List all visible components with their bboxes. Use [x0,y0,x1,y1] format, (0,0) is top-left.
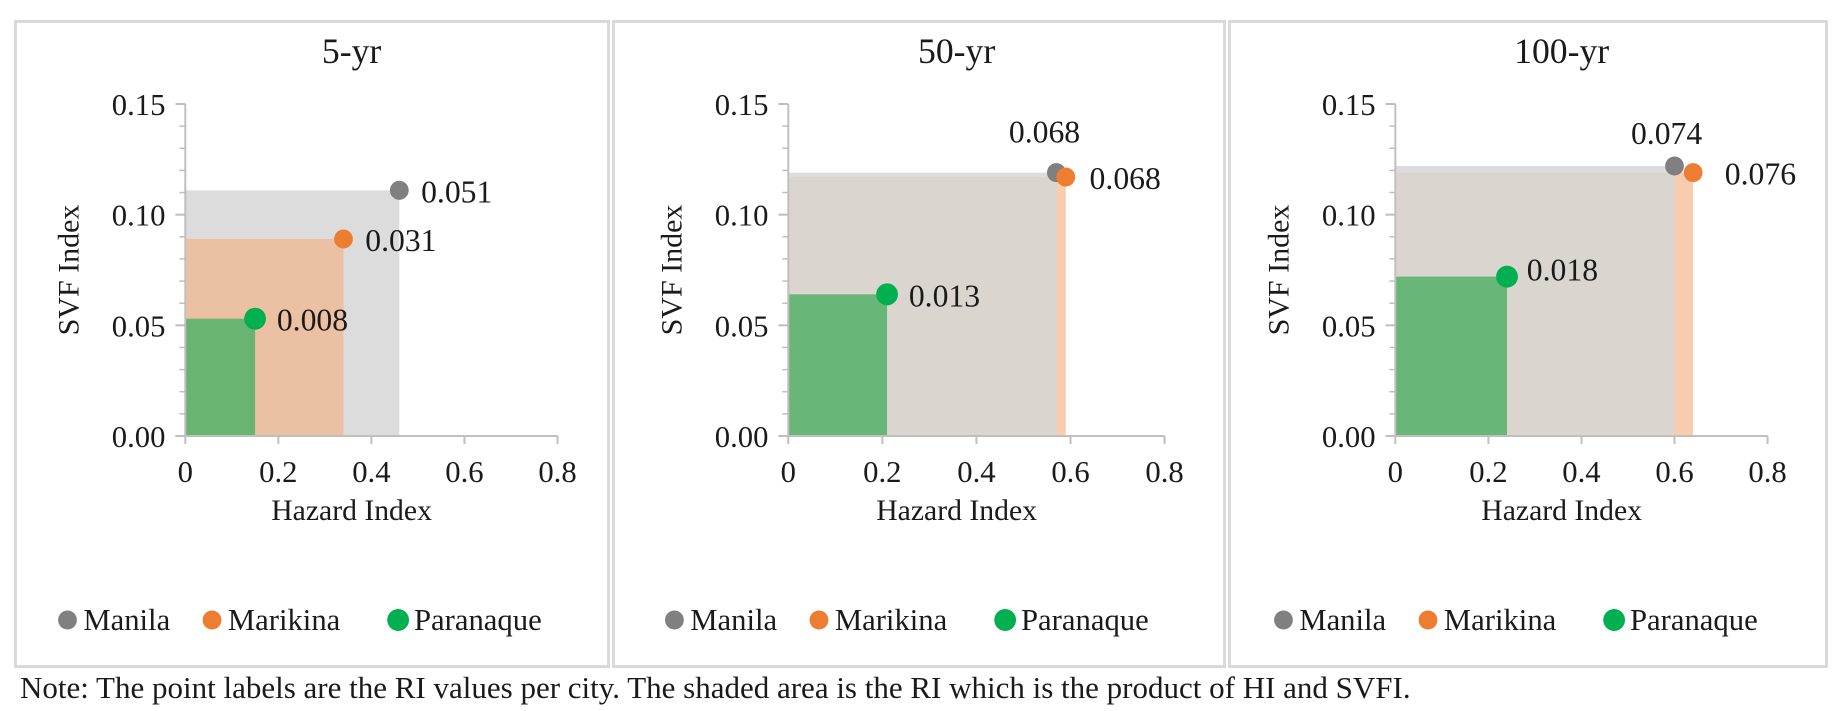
ri-area-paranaque [1395,276,1508,436]
point-marikina [1056,167,1076,187]
legend-marker-paranaque [387,609,410,631]
y-tick-label: 0.00 [1322,420,1376,454]
x-tick-label: 0.2 [259,455,297,489]
chart-panel-5yr: 5-yr 0.00 0.05 0.10 0.15 0 0.2 0.4 0.6 0.8 Hazard … [14,20,610,668]
point-manila [1665,156,1684,176]
x-axis-label: Hazard Index [1481,494,1642,527]
x-tick-label: 0 [1388,455,1403,489]
legend-label-manila: Manila [1299,603,1386,637]
x-axis-label: Hazard Index [876,494,1037,527]
x-tick-label: 0.2 [863,455,901,489]
value-label-marikina: 0.031 [365,223,436,258]
point-paranaque [244,307,266,330]
legend-marker-manila [58,610,77,630]
x-tick-label: 0.2 [1469,455,1507,489]
point-paranaque [876,283,898,306]
y-axis-label: SVF Index [1263,205,1296,336]
chart-panel-100yr: 100-yr 0.00 0.05 0.10 0.15 0 0.2 0.4 0.6 0.8 Hazar… [1228,20,1828,668]
y-tick-label: 0.10 [715,199,769,233]
value-label-marikina: 0.076 [1725,156,1796,191]
x-tick-label: 0.6 [1051,455,1089,489]
y-tick-label: 0.15 [715,88,769,122]
y-axis-label: SVF Index [655,205,688,336]
x-axis-label: Hazard Index [271,494,432,527]
legend-marker-paranaque [994,609,1017,631]
x-tick-label: 0.8 [538,455,576,489]
y-axis-label: SVF Index [53,205,86,336]
chart-svg-0: 5-yr 0.00 0.05 0.10 0.15 0 0.2 0.4 0.6 0.8 Hazard … [53,31,577,637]
x-tick-label: 0.4 [1562,455,1600,489]
chart-title: 5-yr [322,31,381,71]
value-label-manila: 0.074 [1631,116,1702,151]
legend-label-paranaque: Paranaque [1021,603,1149,637]
legend-marker-paranaque [1603,609,1626,631]
point-paranaque [1496,265,1518,288]
x-tick-label: 0 [178,455,193,489]
point-manila [389,180,409,200]
chart-svg-2: 100-yr 0.00 0.05 0.10 0.15 0 0.2 0.4 0.6 0.8 Hazar… [1263,31,1797,637]
legend-label-paranaque: Paranaque [1630,603,1758,637]
legend-label-paranaque: Paranaque [414,603,542,637]
legend-label-manila: Manila [83,603,170,637]
y-tick-label: 0.05 [112,309,166,343]
chart-panel-50yr: 50-yr 0.00 0.05 0.10 0.15 0 0.2 0.4 0.6 0.8 Hazard… [612,20,1226,668]
legend-marker-marikina [809,610,829,630]
x-tick-label: 0.8 [1748,455,1786,489]
value-label-paranaque: 0.013 [909,278,980,313]
value-label-paranaque: 0.018 [1527,252,1598,287]
legend-label-marikina: Marikina [228,603,341,637]
y-tick-label: 0.00 [112,420,166,454]
legend-marker-manila [1274,610,1293,630]
x-tick-label: 0.4 [352,455,390,489]
legend-marker-marikina [1418,610,1438,630]
ri-area-paranaque [185,318,256,436]
x-tick-label: 0 [781,455,796,489]
legend-marker-manila [665,610,684,630]
point-marikina [334,229,353,249]
value-label-manila: 0.068 [1009,114,1080,149]
value-label-marikina: 0.068 [1090,161,1161,196]
y-tick-label: 0.00 [715,420,769,454]
x-tick-label: 0.6 [1655,455,1693,489]
chart-title: 50-yr [918,31,995,71]
y-tick-label: 0.15 [112,88,166,122]
legend-marker-marikina [202,610,222,630]
chart-title: 100-yr [1514,31,1609,71]
x-tick-label: 0.8 [1145,455,1183,489]
y-tick-label: 0.10 [1322,199,1376,233]
legend-label-manila: Manila [690,603,777,637]
ri-area-paranaque [788,294,888,436]
value-label-manila: 0.051 [421,174,492,209]
chart-svg-1: 50-yr 0.00 0.05 0.10 0.15 0 0.2 0.4 0.6 0.8 Hazard… [655,31,1183,637]
legend-label-marikina: Marikina [835,603,948,637]
legend-label-marikina: Marikina [1444,603,1557,637]
y-tick-label: 0.05 [715,309,769,343]
y-tick-label: 0.05 [1322,309,1376,343]
value-label-paranaque: 0.008 [277,303,348,338]
x-tick-label: 0.6 [445,455,483,489]
y-tick-label: 0.10 [112,199,166,233]
x-tick-label: 0.4 [957,455,995,489]
point-marikina [1683,163,1703,183]
y-tick-label: 0.15 [1322,88,1376,122]
chart-note: Note: The point labels are the RI values… [20,670,1411,705]
